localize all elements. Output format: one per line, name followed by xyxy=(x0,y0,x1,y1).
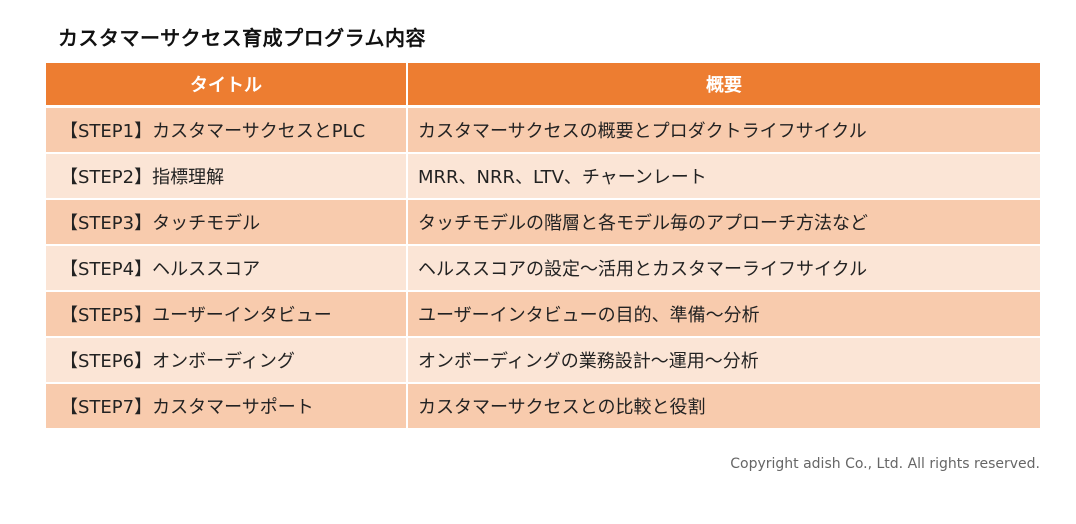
table-row: 【STEP6】オンボーディング オンボーディングの業務設計～運用～分析 xyxy=(46,338,1040,384)
column-header-summary: 概要 xyxy=(408,63,1040,108)
row-title: 【STEP7】カスタマーサポート xyxy=(46,384,408,430)
table-row: 【STEP7】カスタマーサポート カスタマーサクセスとの比較と役割 xyxy=(46,384,1040,430)
row-title: 【STEP4】ヘルススコア xyxy=(46,246,408,292)
table-row: 【STEP2】指標理解 MRR、NRR、LTV、チャーンレート xyxy=(46,154,1040,200)
column-header-title: タイトル xyxy=(46,63,408,108)
row-title: 【STEP2】指標理解 xyxy=(46,154,408,200)
table-header-row: タイトル 概要 xyxy=(46,63,1040,108)
row-summary: ヘルススコアの設定～活用とカスタマーライフサイクル xyxy=(408,246,1040,292)
program-table: タイトル 概要 【STEP1】カスタマーサクセスとPLC カスタマーサクセスの概… xyxy=(46,63,1040,430)
row-summary: カスタマーサクセスとの比較と役割 xyxy=(408,384,1040,430)
page-title: カスタマーサクセス育成プログラム内容 xyxy=(58,26,426,50)
table-row: 【STEP3】タッチモデル タッチモデルの階層と各モデル毎のアプローチ方法など xyxy=(46,200,1040,246)
table-row: 【STEP5】ユーザーインタビュー ユーザーインタビューの目的、準備～分析 xyxy=(46,292,1040,338)
table-row: 【STEP4】ヘルススコア ヘルススコアの設定～活用とカスタマーライフサイクル xyxy=(46,246,1040,292)
row-summary: ユーザーインタビューの目的、準備～分析 xyxy=(408,292,1040,338)
row-title: 【STEP1】カスタマーサクセスとPLC xyxy=(46,108,408,154)
row-summary: オンボーディングの業務設計～運用～分析 xyxy=(408,338,1040,384)
table-row: 【STEP1】カスタマーサクセスとPLC カスタマーサクセスの概要とプロダクトラ… xyxy=(46,108,1040,154)
row-summary: カスタマーサクセスの概要とプロダクトライフサイクル xyxy=(408,108,1040,154)
row-summary: タッチモデルの階層と各モデル毎のアプローチ方法など xyxy=(408,200,1040,246)
row-summary: MRR、NRR、LTV、チャーンレート xyxy=(408,154,1040,200)
row-title: 【STEP6】オンボーディング xyxy=(46,338,408,384)
row-title: 【STEP3】タッチモデル xyxy=(46,200,408,246)
row-title: 【STEP5】ユーザーインタビュー xyxy=(46,292,408,338)
copyright-notice: Copyright adish Co., Ltd. All rights res… xyxy=(730,456,1040,472)
